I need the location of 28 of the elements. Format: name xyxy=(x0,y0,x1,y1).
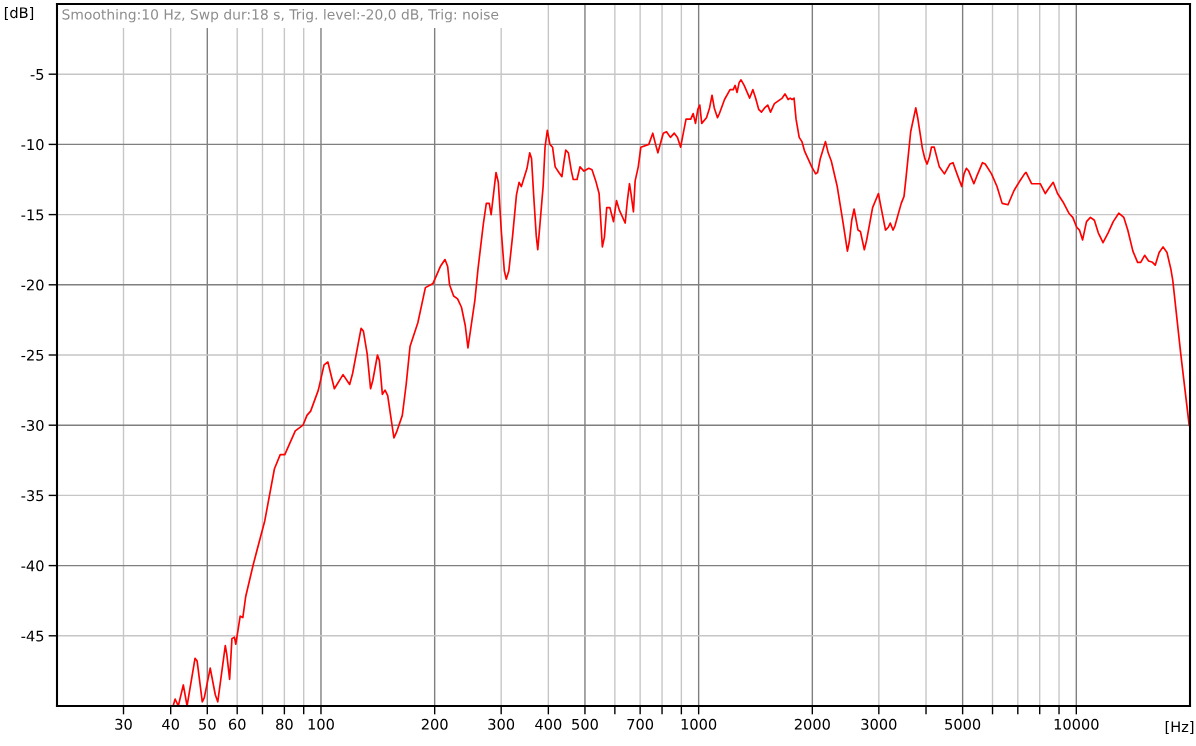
x-tick-label: 1000 xyxy=(681,718,717,730)
y-tick-label: -25 xyxy=(21,349,44,361)
x-tick-label: 400 xyxy=(535,718,562,730)
x-tick-label: 40 xyxy=(162,718,179,730)
y-tick-label: -10 xyxy=(21,139,44,151)
y-axis-title: [dB] xyxy=(4,6,34,20)
x-tick-label: 300 xyxy=(488,718,515,730)
x-tick-label: 3000 xyxy=(861,718,897,730)
x-tick-label: 60 xyxy=(228,718,246,730)
x-tick-label: 200 xyxy=(421,718,448,730)
x-tick-label: 30 xyxy=(115,718,132,730)
x-tick-label: 10000 xyxy=(1054,718,1099,730)
x-tick-label: 80 xyxy=(276,718,293,730)
y-tick-label: -40 xyxy=(21,560,44,572)
x-tick-label: 700 xyxy=(627,718,654,730)
x-tick-label: 2000 xyxy=(794,718,830,730)
x-tick-label: 100 xyxy=(308,718,334,730)
y-tick-label: -5 xyxy=(30,69,44,80)
y-tick-label: -30 xyxy=(21,419,44,431)
annotation: Smoothing:10 Hz, Swp dur:18 s, Trig. level:-20,0 dB, Trig: noise xyxy=(62,8,499,23)
x-tick-label: 500 xyxy=(572,718,598,730)
y-tick-label: -15 xyxy=(21,209,44,221)
y-tick-label: -35 xyxy=(21,490,44,502)
y-tick-label: -20 xyxy=(21,279,44,291)
x-tick-label: 5000 xyxy=(945,718,981,730)
x-tick-label: 50 xyxy=(199,718,216,730)
y-tick-label: -45 xyxy=(21,630,44,642)
x-axis-title: [Hz] xyxy=(1165,720,1194,734)
